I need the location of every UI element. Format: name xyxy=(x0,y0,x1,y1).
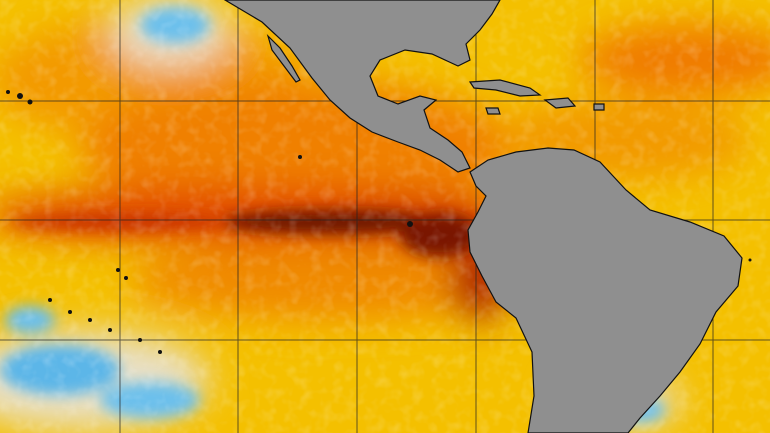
island xyxy=(124,276,128,280)
island xyxy=(17,93,23,99)
island xyxy=(748,258,752,262)
island xyxy=(298,155,302,159)
baja-peninsula xyxy=(266,33,301,83)
island xyxy=(407,221,413,227)
hispaniola xyxy=(543,97,577,109)
island xyxy=(108,328,112,332)
island xyxy=(68,310,72,314)
north-central-america xyxy=(223,0,501,173)
island xyxy=(88,318,92,322)
island xyxy=(6,90,10,94)
island xyxy=(138,338,142,342)
puerto-rico xyxy=(593,103,605,111)
island xyxy=(116,268,120,272)
island xyxy=(48,298,52,302)
island xyxy=(27,99,33,105)
cuba xyxy=(468,79,542,97)
south-america xyxy=(467,147,743,433)
land xyxy=(223,0,743,433)
island xyxy=(158,350,162,354)
jamaica xyxy=(485,107,501,115)
islands xyxy=(6,90,752,354)
